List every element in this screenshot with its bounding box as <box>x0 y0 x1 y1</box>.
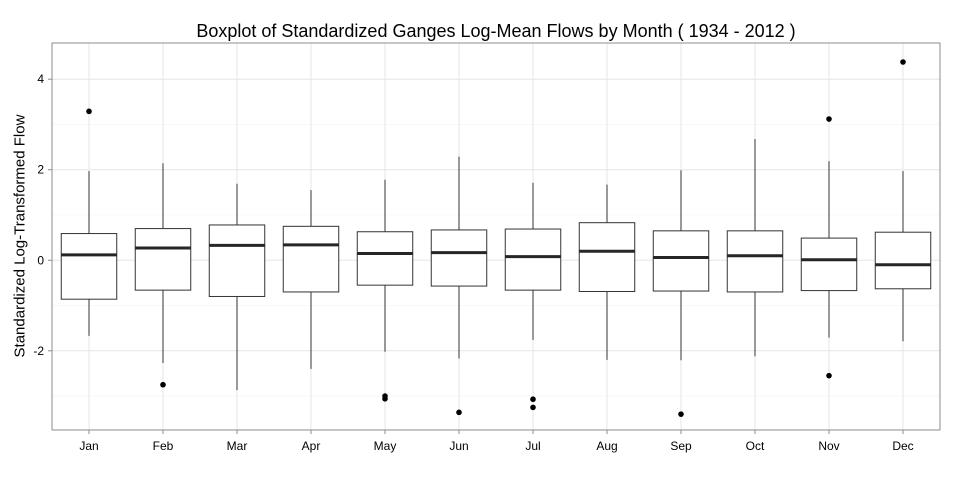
box-iqr <box>208 224 266 297</box>
x-tick-label: Mar <box>227 439 248 453</box>
x-tick-label: Dec <box>892 439 913 453</box>
outlier-point <box>456 409 462 416</box>
box-iqr <box>504 228 562 291</box>
outlier-point <box>826 372 832 379</box>
axes: -2 0 2 4 Jan Feb Mar Apr May Jun Jul Aug Sep Oct Nov De… <box>33 72 913 453</box>
box-iqr <box>134 228 192 291</box>
box-apr <box>282 190 340 369</box>
box-nov <box>800 116 858 379</box>
outlier-point <box>530 404 536 411</box>
box-may <box>356 179 414 402</box>
box-iqr <box>356 231 414 286</box>
plot-panel <box>52 43 940 430</box>
outlier-point <box>900 59 906 65</box>
box-iqr <box>430 229 488 287</box>
box-jul <box>504 182 562 411</box>
x-tick-label: Nov <box>818 439 839 453</box>
x-tick-label: Aug <box>596 439 617 453</box>
box-iqr <box>60 233 118 300</box>
box-jan <box>60 108 118 336</box>
y-tick-label: -2 <box>33 344 44 358</box>
box-mar <box>208 183 266 391</box>
y-tick-label: 0 <box>37 253 44 267</box>
box-iqr <box>652 230 710 292</box>
outlier-point <box>86 108 92 115</box>
grid-lines <box>52 43 940 430</box>
x-tick-label: Jan <box>79 439 98 453</box>
y-tick-label: 2 <box>37 163 44 177</box>
x-tick-label: Oct <box>746 439 765 453</box>
box-iqr <box>800 237 858 292</box>
y-tick-label: 4 <box>37 72 44 86</box>
box-iqr <box>874 231 932 290</box>
box-iqr <box>726 230 784 293</box>
box-aug <box>578 184 636 360</box>
x-tick-label: Jun <box>449 439 468 453</box>
box-jun <box>430 156 488 416</box>
box-sep <box>652 170 710 417</box>
box-feb <box>134 163 192 388</box>
outlier-point <box>160 381 166 388</box>
x-tick-label: Sep <box>670 439 692 453</box>
box-iqr <box>578 222 636 292</box>
outlier-point <box>530 396 536 403</box>
x-tick-label: Feb <box>153 439 174 453</box>
outlier-point <box>678 411 684 417</box>
x-tick-label: May <box>374 439 397 453</box>
x-tick-label: Apr <box>302 439 321 453</box>
plot-panel-border <box>51 42 941 431</box>
outlier-point <box>826 116 832 122</box>
x-tick-label: Jul <box>525 439 540 453</box>
chart-title: Boxplot of Standardized Ganges Log-Mean … <box>196 21 796 41</box>
outlier-point <box>382 395 388 402</box>
box-oct <box>726 138 784 357</box>
boxes <box>60 59 932 417</box>
box-iqr <box>282 225 340 293</box>
box-dec <box>874 59 932 342</box>
